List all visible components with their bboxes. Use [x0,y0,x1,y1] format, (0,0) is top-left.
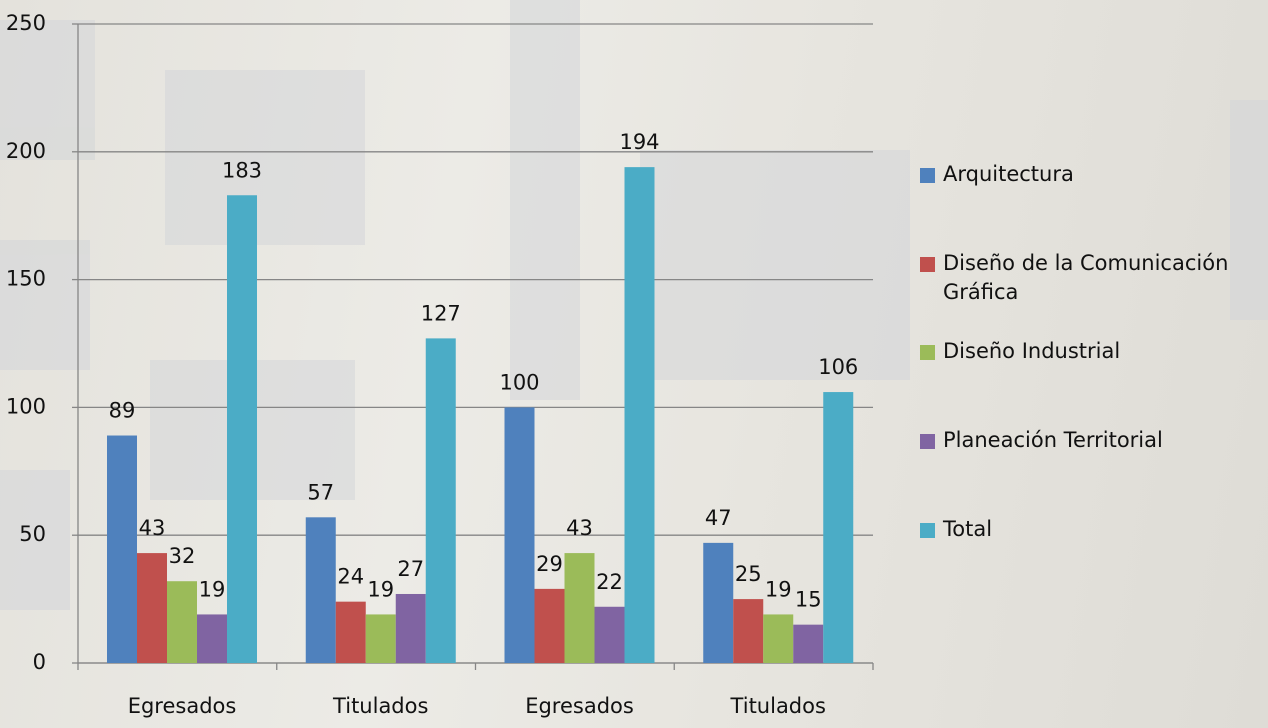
bar [703,543,733,663]
legend-item: Planeación Territorial [920,426,1265,455]
data-label: 27 [397,557,424,581]
legend-label: Planeación Territorial [943,428,1163,452]
legend-label: Diseño de la Comunicación Gráfica [943,251,1228,304]
bar [306,517,336,663]
x-tick-label: Egresados [525,694,634,718]
data-label: 29 [536,552,563,576]
bar [366,614,396,663]
bar [793,625,823,663]
bar [505,407,535,663]
bar [565,553,595,663]
data-label: 100 [499,370,539,394]
bar [823,392,853,663]
legend-swatch [920,434,935,449]
bar [336,602,366,663]
data-label: 19 [199,577,226,601]
window [165,70,365,245]
legend: Arquitectura Diseño de la Comunicación Gr… [920,160,1265,544]
data-label: 43 [139,516,166,540]
data-label: 22 [596,570,623,594]
legend-swatch [920,257,935,272]
y-tick-label: 100 [6,394,46,418]
data-label: 183 [222,158,262,182]
data-label: 25 [735,562,762,586]
bar [733,599,763,663]
window [640,150,910,380]
y-tick-label: 250 [6,11,46,35]
page: {"chart_data": {"type": "bar", "categori… [0,0,1268,728]
data-label: 43 [566,516,593,540]
window [510,0,580,400]
x-tick-label: Egresados [128,694,237,718]
data-label: 24 [337,565,364,589]
legend-item: Total [920,515,1265,544]
bar [137,553,167,663]
legend-label: Total [943,517,992,541]
legend-item: Diseño de la Comunicación Gráfica [920,249,1265,307]
bar [107,436,137,663]
bar [763,614,793,663]
y-tick-label: 150 [6,267,46,291]
legend-swatch [920,523,935,538]
bar [625,167,655,663]
data-label: 19 [765,577,792,601]
data-label: 194 [619,130,659,154]
bar [426,338,456,663]
x-tick-label: Titulados [332,694,428,718]
data-label: 15 [795,588,822,612]
bar [535,589,565,663]
legend-label: Arquitectura [943,162,1074,186]
y-tick-label: 0 [33,650,46,674]
data-label: 106 [818,355,858,379]
bar [595,607,625,663]
data-label: 89 [109,399,136,423]
data-label: 127 [421,301,461,325]
y-tick-label: 200 [6,139,46,163]
window [0,240,90,370]
bar [227,195,257,663]
legend-label: Diseño Industrial [943,339,1120,363]
legend-item: Arquitectura [920,160,1265,189]
data-label: 47 [705,506,732,530]
legend-item: Diseño Industrial [920,337,1265,366]
y-tick-label: 50 [19,522,46,546]
x-tick-label: Titulados [730,694,826,718]
data-label: 19 [367,577,394,601]
data-label: 57 [307,480,334,504]
data-label: 32 [169,544,196,568]
legend-swatch [920,345,935,360]
bar [396,594,426,663]
legend-swatch [920,168,935,183]
bar [167,581,197,663]
bar [197,614,227,663]
